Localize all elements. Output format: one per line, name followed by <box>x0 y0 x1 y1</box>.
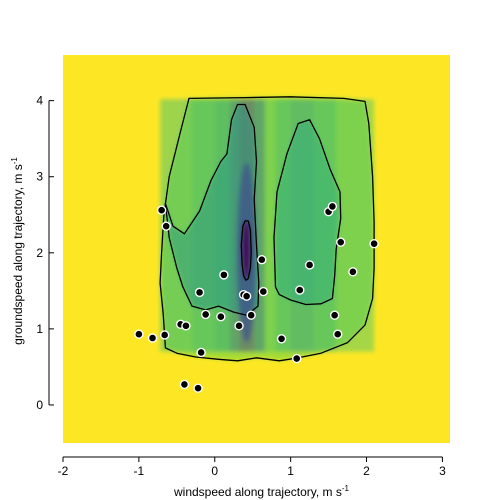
y-tick-label: 1 <box>36 322 43 336</box>
y-tick-label: 0 <box>36 398 43 412</box>
y-tick-label: 3 <box>36 170 43 184</box>
x-axis: -2 -1 0 1 2 3 <box>58 456 446 478</box>
contour-lines <box>159 96 375 362</box>
x-tick-label: -2 <box>58 464 69 478</box>
data-point <box>156 205 167 215</box>
data-point <box>327 201 338 212</box>
x-tick-label: 0 <box>211 464 218 478</box>
data-point <box>276 334 287 344</box>
density-band <box>254 99 265 352</box>
data-point <box>159 330 170 340</box>
data-point <box>304 260 315 270</box>
data-point <box>216 312 226 322</box>
y-axis-label: groundspeed along trajectory, m s-1 <box>10 157 25 345</box>
contour-core <box>240 220 252 281</box>
data-point <box>200 309 211 320</box>
density-heatmap <box>160 96 375 361</box>
x-tick-label: 3 <box>439 464 446 478</box>
data-point <box>329 310 340 320</box>
data-point <box>219 270 229 280</box>
x-tick-label: 2 <box>363 464 370 478</box>
x-tick-label: -1 <box>134 464 145 478</box>
data-point <box>194 287 205 298</box>
data-point <box>196 347 206 358</box>
data-point <box>258 286 269 297</box>
data-point <box>246 310 256 320</box>
density-region-core <box>241 220 252 281</box>
data-point <box>241 291 252 301</box>
x-tick-label: 1 <box>287 464 294 478</box>
data-point <box>336 237 346 247</box>
density-band <box>336 99 375 352</box>
y-tick-label: 4 <box>36 94 43 108</box>
data-point <box>234 321 244 331</box>
data-point <box>369 238 379 249</box>
data-point <box>161 221 171 231</box>
data-point <box>332 329 343 339</box>
data-points <box>134 201 379 393</box>
density-band <box>264 99 276 352</box>
contour-outer <box>159 96 375 362</box>
y-axis: 0 1 2 3 4 <box>36 94 54 412</box>
data-point <box>257 254 267 265</box>
data-point <box>193 383 203 393</box>
data-point <box>147 333 158 343</box>
data-point <box>181 321 191 331</box>
x-axis-label: windspeed along trajectory, m s-1 <box>173 484 350 499</box>
data-point <box>292 353 302 364</box>
data-point <box>295 285 305 295</box>
data-point <box>179 379 190 390</box>
density-region-left <box>165 104 259 316</box>
contour-right <box>273 119 342 306</box>
contour-left <box>164 103 260 316</box>
density-region-right <box>274 119 341 305</box>
data-point <box>348 267 358 277</box>
data-point <box>134 329 144 339</box>
y-tick-label: 2 <box>36 246 43 260</box>
